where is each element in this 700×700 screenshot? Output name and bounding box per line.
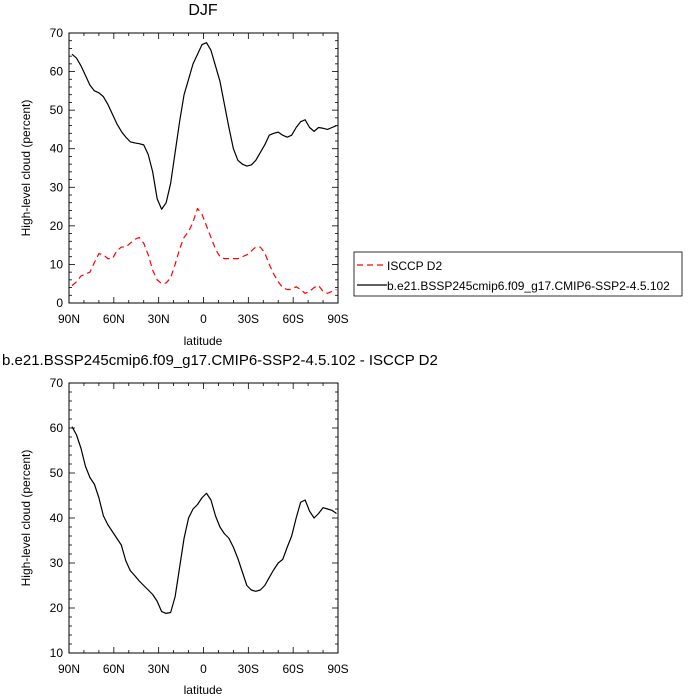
- x-tick-label: 60N: [103, 662, 125, 676]
- x-tick-label: 30N: [148, 662, 170, 676]
- x-axis-label: latitude: [184, 683, 223, 697]
- y-tick-label: 20: [50, 219, 64, 233]
- y-tick-label: 30: [50, 180, 64, 194]
- y-tick-label: 60: [50, 421, 64, 435]
- y-tick-label: 10: [50, 646, 64, 660]
- x-tick-label: 30N: [148, 312, 170, 326]
- x-tick-label: 60S: [282, 662, 303, 676]
- series-line-model: [71, 426, 337, 614]
- x-tick-label: 30S: [238, 662, 259, 676]
- chart-title: DJF: [188, 2, 218, 19]
- x-tick-label: 0: [200, 662, 207, 676]
- y-tick-label: 50: [50, 103, 64, 117]
- x-axis-label: latitude: [184, 334, 223, 348]
- x-tick-label: 30S: [238, 312, 259, 326]
- x-tick-label: 60N: [103, 312, 125, 326]
- plot-frame: [68, 382, 339, 654]
- series-line-isccp: [71, 207, 337, 294]
- legend: ISCCP D2 b.e21.BSSP245cmip6.f09_g17.CMIP…: [353, 251, 683, 297]
- x-tick-label: 90S: [327, 662, 348, 676]
- y-tick-label: 50: [50, 466, 64, 480]
- chart-difference: b.e21.BSSP245cmip6.f09_g17.CMIP6-SSP2-4.…: [2, 352, 438, 697]
- y-tick-label: 20: [50, 601, 64, 615]
- y-tick-label: 10: [50, 257, 64, 271]
- y-tick-label: 70: [50, 26, 64, 40]
- axis-ticks: 0 10 20 30 40 50 60 70 90N 60N 30N 0 30S 60S 90S: [50, 26, 349, 326]
- legend-label-model: b.e21.BSSP245cmip6.f09_g17.CMIP6-SSP2-4.…: [387, 279, 670, 293]
- y-tick-label: 40: [50, 142, 64, 156]
- y-tick-label: 60: [50, 65, 64, 79]
- plot-frame: [68, 32, 339, 304]
- chart-title: b.e21.BSSP245cmip6.f09_g17.CMIP6-SSP2-4.…: [2, 352, 438, 369]
- series-layer: [71, 42, 337, 294]
- y-tick-label: 40: [50, 511, 64, 525]
- legend-label-isccp: ISCCP D2: [387, 259, 442, 273]
- legend-box: [353, 251, 683, 297]
- x-tick-label: 0: [200, 312, 207, 326]
- x-tick-label: 90S: [327, 312, 348, 326]
- x-tick-label: 60S: [282, 312, 303, 326]
- series-layer: [71, 426, 337, 614]
- y-tick-label: 30: [50, 556, 64, 570]
- y-tick-label: 70: [50, 376, 64, 390]
- y-axis-label: High-level cloud (percent): [19, 100, 33, 237]
- chart-djf: DJF High-level cloud (percent) latitude …: [19, 2, 349, 348]
- x-tick-label: 90N: [58, 312, 80, 326]
- series-line-model: [71, 42, 337, 210]
- y-axis-label: High-level cloud (percent): [19, 450, 33, 587]
- axis-ticks: 10 20 30 40 50 60 70 90N 60N 30N 0 30S 60S 90S: [50, 376, 349, 676]
- x-tick-label: 90N: [58, 662, 80, 676]
- y-tick-label: 0: [56, 296, 63, 310]
